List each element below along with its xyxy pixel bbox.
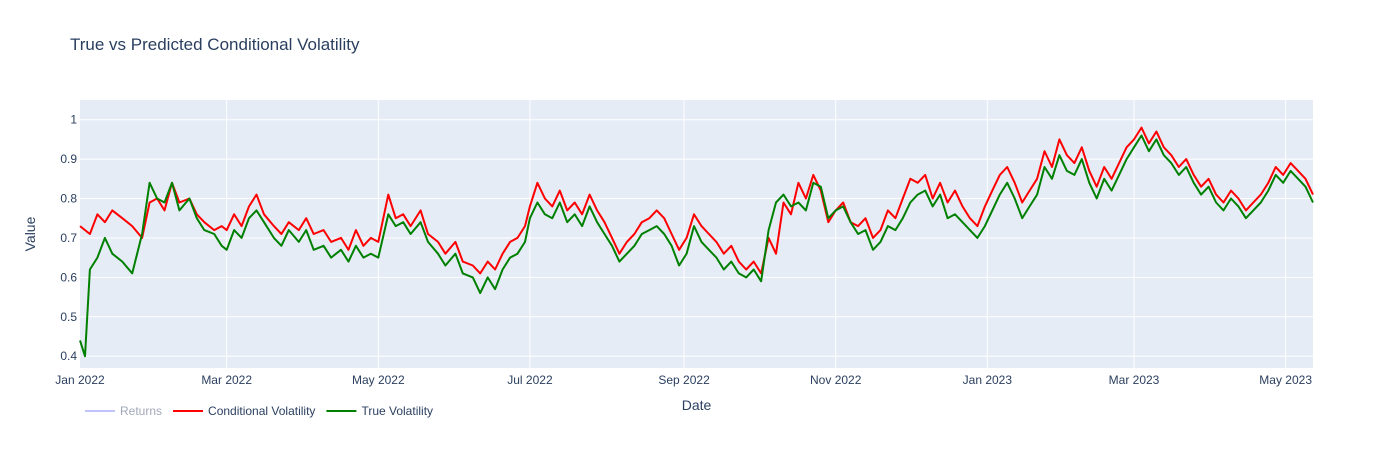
- x-tick-label: Jan 2022: [55, 373, 105, 387]
- y-tick-label: 0.4: [60, 349, 77, 363]
- y-tick-label: 0.6: [60, 270, 77, 284]
- legend: Returns Conditional Volatility True Volati…: [85, 404, 433, 418]
- x-tick-label: May 2022: [352, 373, 405, 387]
- series-line-conditional-volatility: [79, 126, 1314, 275]
- legend-label: Conditional Volatility: [208, 404, 315, 418]
- plot-background: [80, 100, 1313, 368]
- series-line-true-volatility: [79, 134, 1314, 358]
- legend-label: True Volatility: [361, 404, 433, 418]
- x-tick-label: May 2023: [1259, 373, 1312, 387]
- x-tick-label: Sep 2022: [658, 373, 710, 387]
- legend-label: Returns: [120, 404, 162, 418]
- x-tick-labels: Jan 2022 Mar 2022 May 2022 Jul 2022 Sep 2022…: [55, 373, 1312, 387]
- x-axis-title: Date: [682, 397, 712, 413]
- y-tick-label: 1: [70, 113, 77, 127]
- x-tick-label: Jul 2022: [507, 373, 553, 387]
- y-tick-label: 0.9: [60, 152, 77, 166]
- y-tick-labels: 0.4 0.5 0.6 0.7 0.8 0.9 1: [60, 113, 77, 363]
- y-axis-title: Value: [22, 216, 38, 251]
- x-tick-label: Mar 2023: [1109, 373, 1160, 387]
- legend-item-true-volatility[interactable]: True Volatility: [326, 404, 433, 418]
- y-tick-label: 0.8: [60, 192, 77, 206]
- series-layer: [79, 126, 1314, 358]
- x-tick-label: Jan 2023: [963, 373, 1013, 387]
- x-tick-label: Nov 2022: [810, 373, 862, 387]
- legend-item-returns[interactable]: Returns: [85, 404, 162, 418]
- y-tick-label: 0.7: [60, 231, 77, 245]
- legend-item-conditional-volatility[interactable]: Conditional Volatility: [173, 404, 315, 418]
- chart-title: True vs Predicted Conditional Volatility: [70, 35, 360, 54]
- y-tick-label: 0.5: [60, 310, 77, 324]
- x-tick-label: Mar 2022: [201, 373, 252, 387]
- x-gridlines: [226, 100, 1287, 368]
